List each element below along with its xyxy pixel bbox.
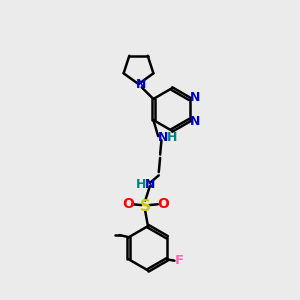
Text: S: S: [140, 199, 151, 214]
Text: F: F: [175, 254, 184, 267]
Text: N: N: [136, 78, 146, 91]
Text: N: N: [158, 131, 168, 144]
Text: N: N: [190, 91, 200, 104]
Text: H: H: [167, 131, 177, 144]
Text: H: H: [136, 178, 146, 191]
Text: O: O: [157, 197, 169, 211]
Text: O: O: [122, 197, 134, 211]
Text: N: N: [190, 115, 200, 128]
Text: N: N: [145, 178, 155, 191]
